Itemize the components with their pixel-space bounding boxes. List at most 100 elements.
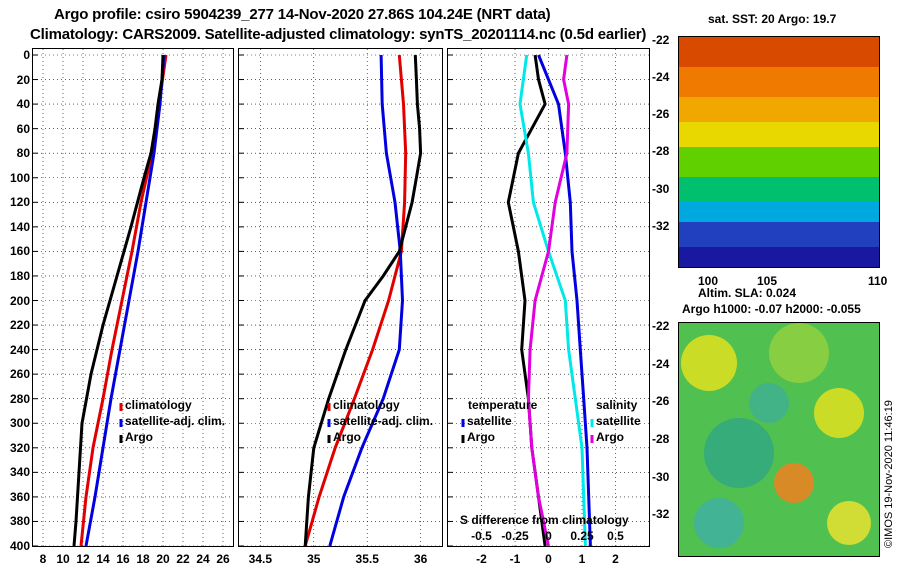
map-lon-label: 110 [868, 274, 888, 288]
x-tick-label: 2 [612, 552, 619, 566]
x-tick-label: -1 [509, 552, 521, 566]
salinity-diff-tick-label: 0 [545, 529, 552, 543]
map-lon-label: 100 [698, 274, 719, 288]
title-line-2: Climatology: CARS2009. Satellite-adjuste… [30, 26, 647, 43]
depth-tick-label: 260 [9, 367, 30, 382]
depth-tick-label: 120 [9, 195, 30, 210]
map-lat-label: -22 [652, 319, 670, 333]
title-line-1: Argo profile: csiro 5904239_277 14-Nov-2… [54, 6, 551, 23]
map-lat-label: -28 [652, 144, 670, 159]
sst-map [678, 36, 880, 268]
depth-tick-label: 20 [16, 72, 30, 87]
sst-band [679, 177, 879, 204]
depth-tick-label: 360 [9, 489, 30, 504]
x-tick-label: 16 [116, 552, 130, 566]
sst-band [679, 97, 879, 124]
series-line-argo [72, 54, 165, 547]
x-tick-label: -2 [476, 552, 487, 566]
salinity-diff-tick-label: 0.5 [607, 529, 624, 543]
x-tick-label: 10 [56, 552, 70, 566]
depth-tick-label: 40 [16, 97, 30, 112]
map-lat-label: -24 [652, 70, 670, 85]
sst-band [679, 37, 879, 69]
series-line-temperature-satellite [537, 54, 592, 547]
depth-tick-label: 140 [9, 219, 30, 234]
depth-tick-label: 400 [9, 539, 30, 553]
salinity-diff-tick-label: -0.25 [501, 529, 529, 543]
map-lon-label: 105 [757, 274, 778, 288]
sla-title-2: Argo h1000: -0.07 h2000: -0.055 [682, 302, 861, 316]
depth-tick-label: 60 [16, 121, 30, 136]
x-tick-label: 35 [307, 552, 321, 566]
difference-xlabel: S difference from climatology [460, 513, 629, 527]
depth-tick-label: 100 [9, 170, 30, 185]
depth-tick-label: 0 [23, 48, 30, 62]
map-lat-label: -26 [652, 107, 670, 122]
series-line-satellite-adj-clim- [328, 54, 405, 547]
sla-blob [827, 501, 871, 545]
depth-tick-label: 220 [9, 318, 30, 333]
salinity-diff-tick-label: 0.25 [570, 529, 594, 543]
sla-blob [774, 463, 814, 503]
salinity-diff-tick-label: -0.5 [471, 529, 492, 543]
map-lat-label: -22 [652, 33, 670, 47]
depth-tick-label: 80 [16, 146, 30, 161]
x-tick-label: 8 [39, 552, 47, 566]
sla-map [678, 322, 880, 557]
x-tick-label: 34.5 [248, 552, 273, 566]
x-tick-label: 1 [578, 552, 586, 566]
map-lat-label: -24 [652, 356, 670, 371]
legend2-argo-label: Argo [333, 430, 361, 444]
series-line-temperature-argo [506, 54, 547, 547]
x-tick-label: 35.5 [355, 552, 379, 566]
sst-band [679, 67, 879, 99]
sst-band [679, 222, 879, 249]
legend3-temp-satellite: satellite [467, 414, 512, 428]
map-lat-label: -26 [652, 394, 670, 409]
x-tick-label: 14 [96, 552, 110, 566]
legend2-satellite-label: satellite-adj. clim. [333, 414, 434, 428]
x-tick-label: 18 [136, 552, 150, 566]
x-tick-label: 0 [545, 552, 552, 566]
sst-band [679, 147, 879, 179]
salinity-panel [238, 48, 443, 547]
map-lat-label: -30 [652, 469, 670, 484]
map-lat-label: -30 [652, 181, 670, 196]
sst-map-image [679, 37, 879, 267]
series-line-salinity-satellite [518, 54, 587, 547]
series-line-satellite-adj-clim- [84, 54, 166, 547]
x-tick-label: 12 [76, 552, 90, 566]
legend3-temperature-title: temperature [468, 398, 538, 412]
legend-satellite-label: satellite-adj. clim. [125, 414, 226, 428]
legend3-sal-satellite: satellite [596, 414, 641, 428]
legend3-sal-argo: Argo [596, 430, 624, 444]
depth-tick-label: 320 [9, 440, 30, 455]
depth-tick-label: 280 [9, 391, 30, 406]
temperature-panel [32, 48, 234, 547]
x-tick-label: 22 [176, 552, 190, 566]
series-line-salinity-argo [526, 54, 571, 547]
series-line-argo [303, 54, 423, 547]
depth-tick-label: 300 [9, 416, 30, 431]
sla-blob [749, 383, 789, 423]
legend3-temp-argo: Argo [467, 430, 495, 444]
x-tick-label: 24 [196, 552, 210, 566]
legend-climatology-label: climatology [125, 398, 192, 412]
sla-blob [814, 388, 864, 438]
depth-tick-label: 160 [9, 244, 30, 259]
depth-tick-label: 380 [9, 514, 30, 529]
series-line-climatology [303, 54, 408, 547]
x-tick-label: 20 [156, 552, 170, 566]
sla-blob [681, 335, 737, 391]
sst-band [679, 122, 879, 149]
sla-title-1: Altim. SLA: 0.024 [698, 286, 797, 300]
map-lat-label: -28 [652, 432, 670, 447]
map-lat-label: -32 [652, 218, 670, 233]
x-tick-label: 26 [216, 552, 230, 566]
legend2-climatology-label: climatology [333, 398, 400, 412]
depth-tick-label: 340 [9, 465, 30, 480]
depth-tick-label: 180 [9, 268, 30, 283]
sst-map-title: sat. SST: 20 Argo: 19.7 [708, 12, 837, 26]
sst-band [679, 202, 879, 224]
